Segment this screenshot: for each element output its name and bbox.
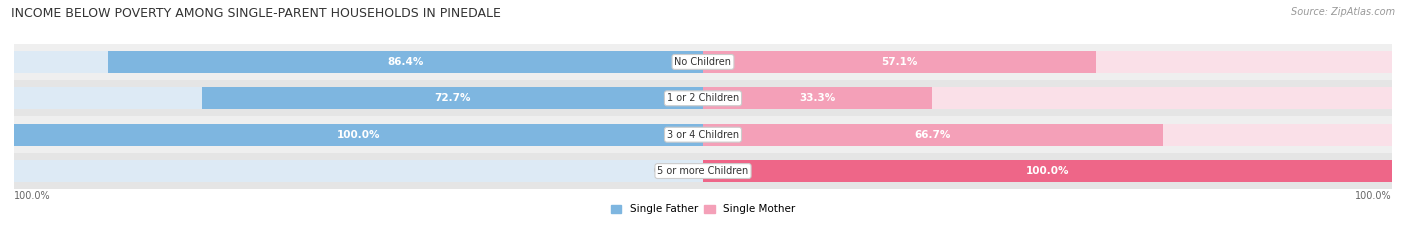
Text: 5 or more Children: 5 or more Children [658,166,748,176]
Text: 100.0%: 100.0% [1355,192,1392,201]
Bar [703,124,1392,146]
Text: Source: ZipAtlas.com: Source: ZipAtlas.com [1291,7,1395,17]
Bar [14,124,703,146]
Bar [14,160,703,182]
Text: 86.4%: 86.4% [387,57,423,67]
Bar [703,87,932,109]
Text: 3 or 4 Children: 3 or 4 Children [666,130,740,140]
Text: 72.7%: 72.7% [434,93,471,103]
Text: 0.0%: 0.0% [654,166,682,176]
Bar [108,51,703,73]
Bar [14,153,1392,189]
Bar [14,80,1392,116]
Text: 100.0%: 100.0% [337,130,380,140]
Text: 1 or 2 Children: 1 or 2 Children [666,93,740,103]
Bar [14,124,703,146]
Text: 57.1%: 57.1% [882,57,918,67]
Text: 33.3%: 33.3% [800,93,835,103]
Text: No Children: No Children [675,57,731,67]
Bar [14,87,703,109]
Bar [14,44,1392,80]
Text: 100.0%: 100.0% [14,192,51,201]
Bar [14,51,703,73]
Bar [703,160,1392,182]
Bar [703,51,1392,73]
Text: 100.0%: 100.0% [1026,166,1069,176]
Bar [202,87,703,109]
Text: INCOME BELOW POVERTY AMONG SINGLE-PARENT HOUSEHOLDS IN PINEDALE: INCOME BELOW POVERTY AMONG SINGLE-PARENT… [11,7,501,20]
Bar [703,51,1097,73]
Text: 66.7%: 66.7% [914,130,950,140]
Bar [703,87,1392,109]
Bar [14,116,1392,153]
Bar [703,124,1163,146]
Legend: Single Father, Single Mother: Single Father, Single Mother [607,200,799,219]
Bar [703,160,1392,182]
